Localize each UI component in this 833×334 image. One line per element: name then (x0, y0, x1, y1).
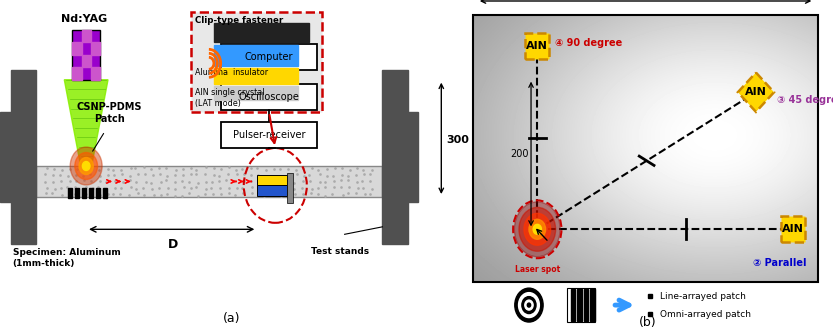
Text: Laser spot: Laser spot (515, 265, 560, 274)
Polygon shape (738, 72, 774, 112)
Bar (781, 216, 805, 242)
Circle shape (515, 202, 561, 257)
Bar (192, 12, 322, 112)
Bar (75, 188, 79, 198)
Circle shape (70, 147, 102, 185)
Bar (407, 112, 418, 202)
Bar (91, 42, 100, 55)
Bar (96, 188, 100, 198)
Circle shape (82, 162, 90, 170)
Text: Nd:YAG: Nd:YAG (61, 14, 107, 24)
Text: AIN: AIN (781, 224, 804, 234)
Bar (214, 86, 298, 100)
Bar (382, 70, 407, 244)
Text: D: D (168, 238, 178, 251)
Bar (257, 185, 287, 196)
Text: (b): (b) (639, 316, 656, 329)
Text: Specimen: Aluminum
(1mm-thick): Specimen: Aluminum (1mm-thick) (12, 248, 120, 268)
Text: AIN: AIN (526, 41, 548, 51)
Bar (221, 122, 317, 148)
Bar (11, 70, 36, 244)
Text: Omni-arrayed patch: Omni-arrayed patch (660, 310, 751, 319)
Bar (584, 289, 588, 321)
Text: 300: 300 (446, 135, 469, 145)
Text: (a): (a) (222, 312, 240, 325)
Text: Computer: Computer (245, 52, 293, 62)
Bar (82, 188, 86, 198)
Text: Oscilloscope: Oscilloscope (238, 92, 299, 102)
Text: ② Parallel: ② Parallel (753, 258, 807, 268)
Text: Pulser-receiver: Pulser-receiver (232, 130, 305, 140)
Circle shape (525, 300, 533, 310)
Bar (214, 68, 298, 84)
Bar (287, 173, 293, 203)
Bar (525, 33, 550, 59)
Circle shape (519, 207, 556, 251)
Text: ③ 45 degree: ③ 45 degree (776, 95, 833, 105)
Bar (72, 42, 82, 55)
Bar (102, 188, 107, 198)
Circle shape (521, 297, 536, 314)
Bar (82, 30, 91, 42)
Text: AIN sensor: AIN sensor (250, 122, 309, 132)
Text: 200: 200 (511, 149, 529, 159)
Bar (68, 188, 72, 198)
Circle shape (527, 303, 531, 307)
Bar (214, 45, 298, 66)
Bar (89, 188, 93, 198)
Bar (91, 67, 100, 80)
Text: AIN single crystal
(LAT mode): AIN single crystal (LAT mode) (196, 88, 265, 108)
Bar (577, 289, 581, 321)
Circle shape (515, 288, 543, 322)
Bar (571, 289, 575, 321)
Bar (82, 55, 91, 67)
Text: CSNP-PDMS
Patch: CSNP-PDMS Patch (77, 102, 142, 124)
Text: Line-arrayed patch: Line-arrayed patch (660, 292, 746, 301)
Bar (214, 23, 309, 42)
Bar (473, 15, 818, 282)
Circle shape (533, 224, 541, 234)
Text: ④ 90 degree: ④ 90 degree (555, 38, 622, 48)
Text: Clip-type fastener: Clip-type fastener (196, 16, 284, 25)
Polygon shape (64, 80, 108, 166)
Bar (221, 44, 317, 70)
Text: AIN: AIN (745, 87, 767, 97)
Text: Test stands: Test stands (311, 247, 369, 256)
Bar (72, 67, 82, 80)
Bar (36, 166, 382, 197)
Circle shape (524, 213, 551, 245)
Bar (72, 30, 100, 80)
Circle shape (75, 153, 97, 179)
Bar (591, 289, 595, 321)
Circle shape (79, 158, 93, 174)
Bar (0, 112, 11, 202)
Bar (567, 288, 595, 322)
Text: Alumina  insulator: Alumina insulator (196, 68, 268, 77)
Bar (257, 175, 287, 185)
Circle shape (518, 293, 540, 318)
Bar (221, 84, 317, 110)
Circle shape (529, 219, 546, 239)
